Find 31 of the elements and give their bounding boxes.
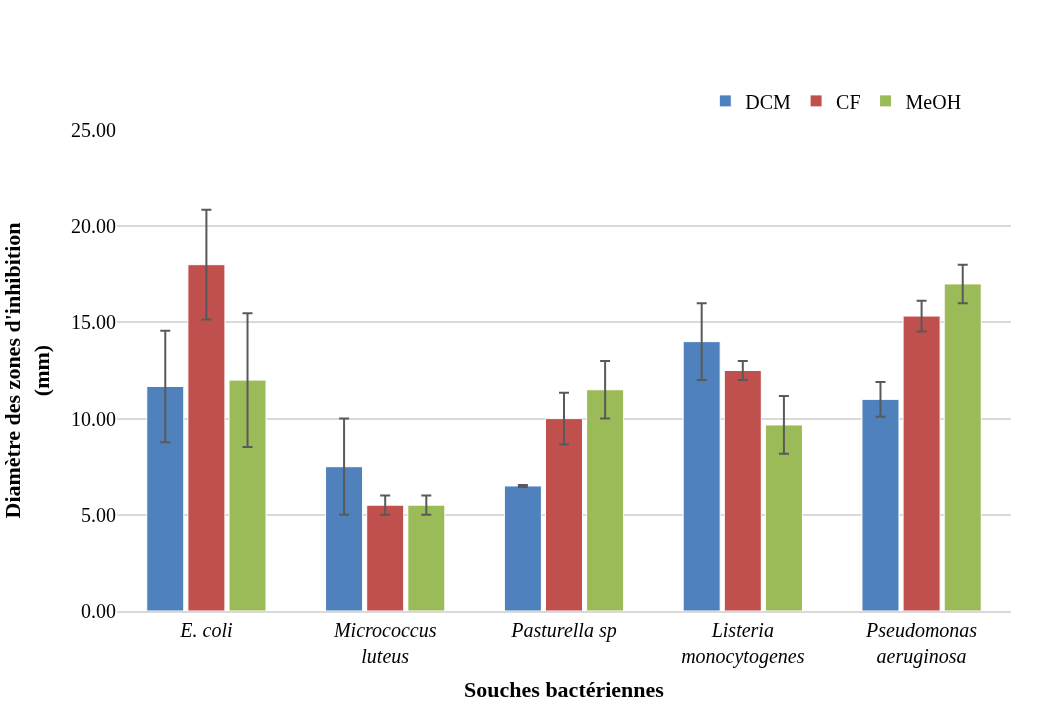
y-tick-label: 5.00	[81, 503, 116, 526]
legend-label: DCM	[745, 90, 792, 113]
y-tick-label: 0.00	[81, 600, 116, 622]
bar	[146, 385, 185, 611]
bar	[407, 504, 446, 611]
bar	[723, 370, 762, 611]
y-tick-label: 20.00	[71, 215, 116, 238]
bar	[187, 264, 226, 611]
y-tick-label: 25.00	[71, 119, 116, 141]
bar	[902, 315, 941, 611]
legend-label: MeOH	[905, 90, 962, 113]
legend-label: CF	[836, 90, 861, 113]
x-tick-label: E. coli	[179, 619, 233, 641]
bar	[943, 283, 982, 611]
bar	[503, 485, 542, 611]
x-axis-title: Souches bactériennes	[464, 677, 665, 703]
bar	[861, 398, 900, 611]
bar	[586, 389, 625, 611]
bar	[682, 341, 721, 611]
bar	[228, 379, 267, 611]
x-tick-label: Pasturella sp	[510, 619, 617, 642]
bar	[544, 418, 584, 611]
bar	[325, 466, 364, 611]
bar	[764, 424, 803, 611]
bar	[366, 504, 405, 611]
y-axis-title: Diamètre des zones d'inhibition (mm)	[0, 222, 54, 519]
x-tick-label: Pseudomonas aeruginosa	[865, 619, 978, 668]
x-tick-label: Listeria monocytogenes	[681, 619, 805, 668]
y-tick-label: 10.00	[71, 407, 116, 430]
x-tick-label: Micrococcus luteus	[332, 619, 437, 667]
y-tick-label: 15.00	[71, 311, 116, 334]
